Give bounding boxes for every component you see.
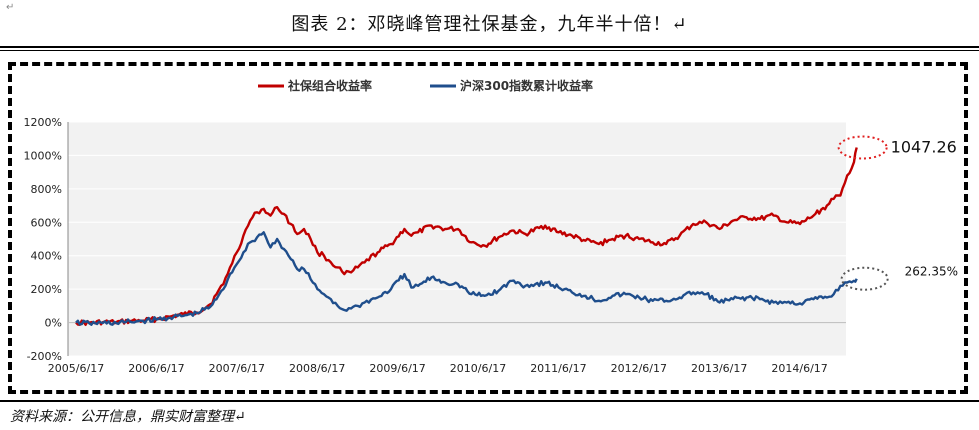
figure-title: 图表 2：邓晓峰管理社保基金，九年半十倍！↵: [291, 14, 688, 35]
x-tick-label: 2013/6/17: [691, 362, 747, 375]
annotation-circle: [837, 135, 888, 160]
annotation-label: 1047.26: [891, 138, 957, 157]
x-tick-label: 2007/6/17: [209, 362, 265, 375]
y-tick-label: -200%: [27, 350, 62, 363]
y-tick-label: 400%: [31, 250, 62, 263]
x-tick-label: 2010/6/17: [450, 362, 506, 375]
x-axis-ticks: 2005/6/17 2006/6/17 2007/6/17 2008/6/17 2009…: [48, 362, 828, 375]
y-tick-label: 1000%: [24, 149, 62, 162]
series-lines: [75, 147, 858, 326]
gridlines: [67, 121, 846, 357]
source-note: 资料来源：公开信息，鼎实财富整理↵: [10, 409, 246, 425]
series-line-csi300: [75, 231, 858, 326]
source-rule: [0, 400, 979, 402]
legend: 社保组合收益率 沪深300指数累计收益率: [258, 78, 593, 93]
y-tick-label: 1200%: [24, 116, 62, 129]
legend-label: 社保组合收益率: [287, 78, 372, 93]
annotation-circle: [840, 266, 889, 291]
title-rule-top: [0, 46, 979, 48]
y-tick-label: 800%: [31, 183, 62, 196]
x-tick-label: 2014/6/17: [771, 362, 827, 375]
x-tick-label: 2008/6/17: [289, 362, 345, 375]
plot-area: [68, 122, 846, 356]
chart-frame: [8, 62, 968, 394]
y-tick-label: 200%: [31, 283, 62, 296]
x-tick-label: 2005/6/17: [48, 362, 104, 375]
corner-return-mark: ↵: [6, 2, 15, 13]
y-tick-label: 0%: [45, 317, 62, 330]
title-rule-bottom: [0, 50, 979, 51]
annotation-label: 262.35%: [905, 265, 958, 279]
x-tick-label: 2011/6/17: [530, 362, 586, 375]
y-tick-label: 600%: [31, 216, 62, 229]
annotations: 1047.26 262.35%: [837, 135, 958, 291]
x-tick-label: 2012/6/17: [611, 362, 667, 375]
y-axis-ticks: 1200% 1000% 800% 600% 400% 200% 0% -200%: [24, 116, 62, 363]
x-tick-label: 2009/6/17: [369, 362, 425, 375]
legend-label: 沪深300指数累计收益率: [460, 78, 593, 93]
x-tick-label: 2006/6/17: [128, 362, 184, 375]
